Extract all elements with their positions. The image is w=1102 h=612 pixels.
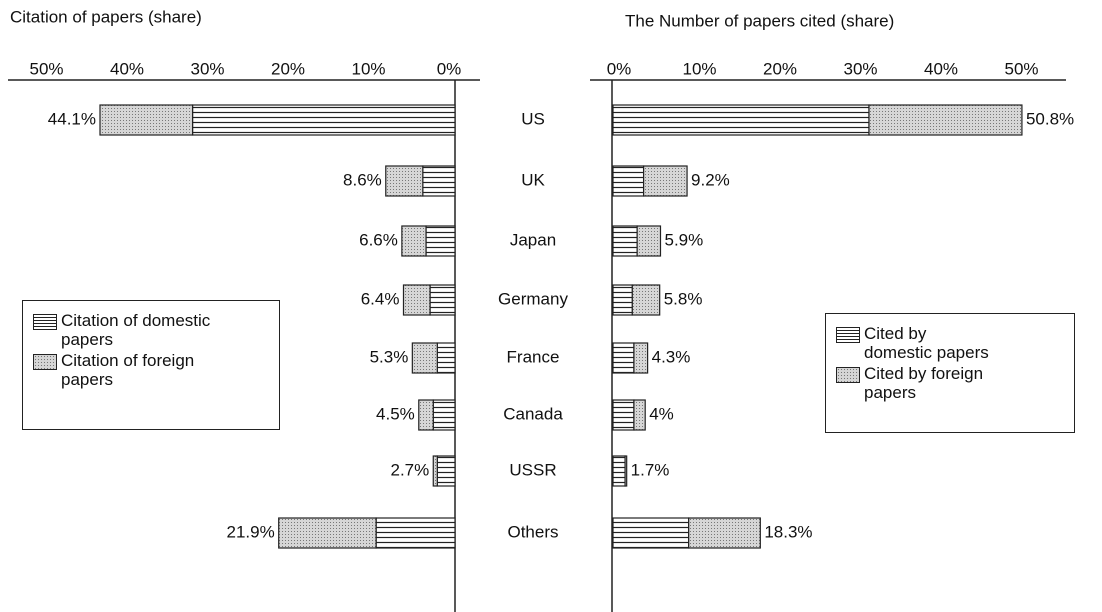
legend-label: Citation of domestic papers: [61, 311, 211, 349]
chart-title: Citation of papers (share): [10, 7, 202, 26]
x-tick-label: 0%: [437, 59, 462, 78]
bar-segment: [429, 284, 456, 316]
x-tick-label: 50%: [1004, 59, 1038, 78]
x-tick-label: 40%: [924, 59, 958, 78]
bar-segment: [642, 165, 688, 197]
bar-segment: [612, 342, 635, 374]
bar-segment: [612, 284, 633, 316]
category-label: USSR: [509, 460, 556, 479]
x-tick-label: 10%: [682, 59, 716, 78]
category-label: US: [521, 109, 545, 128]
total-label: 8.6%: [343, 170, 382, 189]
bar-segment: [631, 284, 661, 316]
legend: Citation of domestic papers Citation of f…: [22, 300, 280, 430]
total-label: 4.3%: [652, 347, 691, 366]
bar-segment: [612, 165, 645, 197]
x-tick-label: 10%: [351, 59, 385, 78]
bar-segment: [99, 104, 194, 136]
x-tick-label: 20%: [271, 59, 305, 78]
category-label: Canada: [503, 404, 563, 423]
category-label: France: [507, 347, 560, 366]
bar-segment: [612, 517, 690, 549]
total-label: 6.6%: [359, 230, 398, 249]
legend: Cited by domestic papers Cited by foreign…: [825, 313, 1075, 433]
bar-segment: [436, 342, 456, 374]
total-label: 5.9%: [664, 230, 703, 249]
legend-swatch: [33, 314, 57, 330]
total-label: 5.8%: [664, 289, 703, 308]
bar-segment: [633, 342, 649, 374]
x-tick-label: 20%: [763, 59, 797, 78]
legend-entry: Citation of foreign papers: [33, 351, 269, 389]
category-label: Japan: [510, 230, 556, 249]
bar-segment: [612, 104, 870, 136]
bar-segment: [418, 399, 434, 431]
bar-segment: [422, 165, 456, 197]
bar-segment: [191, 104, 456, 136]
total-label: 4%: [649, 404, 674, 423]
bar-segment: [612, 399, 635, 431]
category-label: UK: [521, 170, 545, 189]
legend-label: Cited by domestic papers: [864, 324, 989, 362]
bar-segment: [624, 455, 628, 487]
legend-swatch: [33, 354, 57, 370]
legend-entry: Cited by domestic papers: [836, 324, 1064, 362]
bar-segment: [432, 455, 438, 487]
legend-swatch: [836, 367, 860, 383]
x-tick-label: 30%: [843, 59, 877, 78]
total-label: 5.3%: [370, 347, 409, 366]
bar-segment: [612, 225, 638, 257]
total-label: 6.4%: [361, 289, 400, 308]
bar-segment: [612, 455, 626, 487]
bar-segment: [401, 225, 427, 257]
bar-segment: [436, 455, 456, 487]
legend-swatch: [836, 327, 860, 343]
bar-segment: [278, 517, 377, 549]
category-label: Others: [507, 522, 558, 541]
total-label: 50.8%: [1026, 109, 1074, 128]
bar-segment: [688, 517, 761, 549]
x-tick-label: 40%: [110, 59, 144, 78]
bar-segment: [411, 342, 438, 374]
legend-label: Citation of foreign papers: [61, 351, 195, 389]
total-label: 44.1%: [48, 109, 96, 128]
bar-segment: [375, 517, 456, 549]
total-label: 2.7%: [391, 460, 430, 479]
total-label: 4.5%: [376, 404, 415, 423]
legend-entry: Cited by foreign papers: [836, 364, 1064, 402]
legend-entry: Citation of domestic papers: [33, 311, 269, 349]
category-label: Germany: [498, 289, 568, 308]
bar-segment: [633, 399, 646, 431]
x-tick-label: 0%: [607, 59, 632, 78]
x-tick-label: 30%: [190, 59, 224, 78]
total-label: 18.3%: [764, 522, 812, 541]
total-label: 9.2%: [691, 170, 730, 189]
legend-label: Cited by foreign papers: [864, 364, 984, 402]
total-label: 21.9%: [227, 522, 275, 541]
bar-segment: [385, 165, 424, 197]
x-tick-label: 50%: [29, 59, 63, 78]
bar-segment: [868, 104, 1023, 136]
bar-segment: [636, 225, 662, 257]
bar-segment: [402, 284, 431, 316]
chart-title: The Number of papers cited (share): [625, 11, 894, 30]
bar-segment: [432, 399, 456, 431]
bar-segment: [425, 225, 456, 257]
total-label: 1.7%: [631, 460, 670, 479]
